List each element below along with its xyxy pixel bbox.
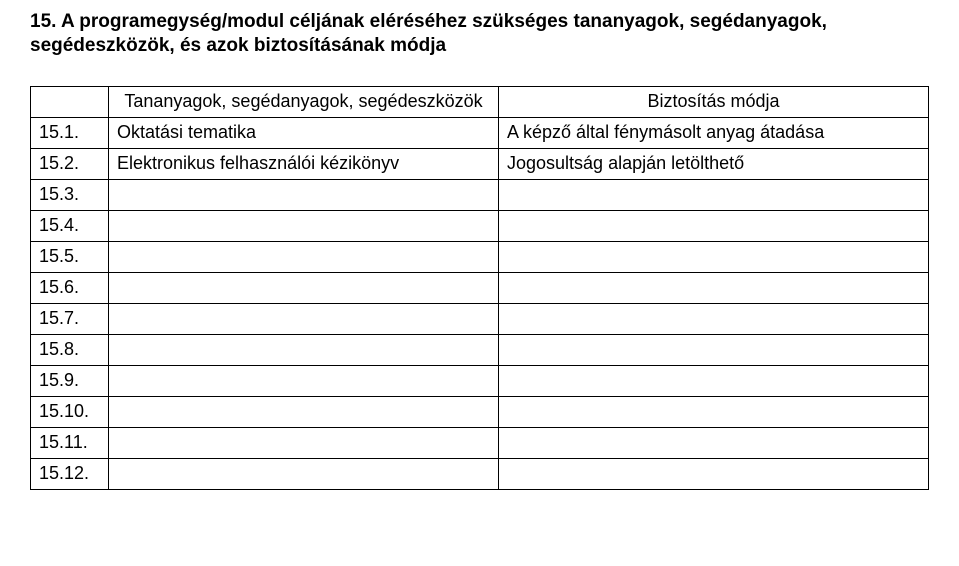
header-blank xyxy=(31,86,109,117)
table-row: 15.2. Elektronikus felhasználói kéziköny… xyxy=(31,148,929,179)
row-item xyxy=(109,210,499,241)
header-method: Biztosítás módja xyxy=(499,86,929,117)
row-item xyxy=(109,365,499,396)
row-number: 15.10. xyxy=(31,396,109,427)
row-method xyxy=(499,272,929,303)
table-row: 15.11. xyxy=(31,427,929,458)
row-item xyxy=(109,272,499,303)
row-item xyxy=(109,241,499,272)
row-item xyxy=(109,396,499,427)
row-item xyxy=(109,458,499,489)
row-method xyxy=(499,303,929,334)
row-method xyxy=(499,365,929,396)
table-row: 15.3. xyxy=(31,179,929,210)
row-method xyxy=(499,179,929,210)
row-number: 15.5. xyxy=(31,241,109,272)
row-method: Jogosultság alapján letölthető xyxy=(499,148,929,179)
row-number: 15.3. xyxy=(31,179,109,210)
table-row: 15.6. xyxy=(31,272,929,303)
table-row: 15.8. xyxy=(31,334,929,365)
row-number: 15.11. xyxy=(31,427,109,458)
row-number: 15.7. xyxy=(31,303,109,334)
table-header-row: Tananyagok, segédanyagok, segédeszközök … xyxy=(31,86,929,117)
row-item: Elektronikus felhasználói kézikönyv xyxy=(109,148,499,179)
table-row: 15.12. xyxy=(31,458,929,489)
header-items: Tananyagok, segédanyagok, segédeszközök xyxy=(109,86,499,117)
table-row: 15.4. xyxy=(31,210,929,241)
row-method xyxy=(499,396,929,427)
row-number: 15.9. xyxy=(31,365,109,396)
row-method xyxy=(499,241,929,272)
row-method xyxy=(499,458,929,489)
table-row: 15.1. Oktatási tematika A képző által fé… xyxy=(31,117,929,148)
row-item xyxy=(109,334,499,365)
row-method xyxy=(499,427,929,458)
table-row: 15.7. xyxy=(31,303,929,334)
row-item: Oktatási tematika xyxy=(109,117,499,148)
row-method: A képző által fénymásolt anyag átadása xyxy=(499,117,929,148)
table-row: 15.9. xyxy=(31,365,929,396)
row-method xyxy=(499,334,929,365)
document-page: 15. A programegység/modul céljának eléré… xyxy=(0,0,959,566)
row-item xyxy=(109,427,499,458)
row-number: 15.12. xyxy=(31,458,109,489)
materials-table: Tananyagok, segédanyagok, segédeszközök … xyxy=(30,86,929,490)
section-heading: 15. A programegység/modul céljának eléré… xyxy=(30,10,929,58)
row-number: 15.2. xyxy=(31,148,109,179)
row-number: 15.4. xyxy=(31,210,109,241)
row-number: 15.1. xyxy=(31,117,109,148)
table-row: 15.10. xyxy=(31,396,929,427)
table-row: 15.5. xyxy=(31,241,929,272)
row-item xyxy=(109,179,499,210)
row-item xyxy=(109,303,499,334)
row-method xyxy=(499,210,929,241)
row-number: 15.6. xyxy=(31,272,109,303)
row-number: 15.8. xyxy=(31,334,109,365)
